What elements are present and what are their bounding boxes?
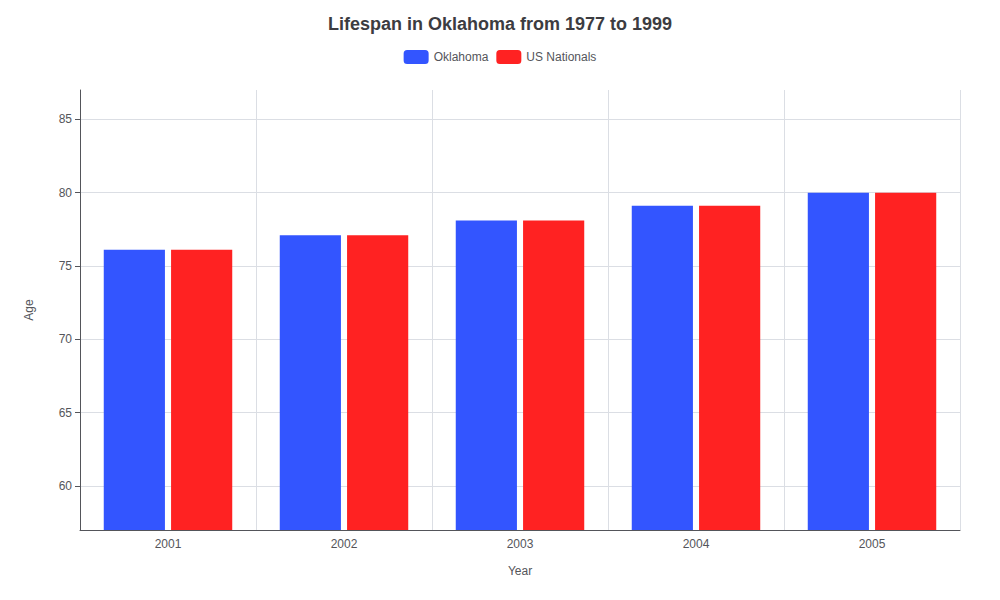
svg-text:85: 85 — [59, 112, 73, 126]
svg-text:2004: 2004 — [683, 537, 710, 551]
svg-text:60: 60 — [59, 479, 73, 493]
svg-text:Age: Age — [22, 299, 36, 321]
svg-text:80: 80 — [59, 186, 73, 200]
svg-text:Year: Year — [508, 564, 532, 578]
svg-text:2002: 2002 — [331, 537, 358, 551]
svg-text:2005: 2005 — [859, 537, 886, 551]
svg-text:Oklahoma: Oklahoma — [434, 50, 489, 64]
svg-text:2001: 2001 — [155, 537, 182, 551]
svg-text:2003: 2003 — [507, 537, 534, 551]
svg-text:65: 65 — [59, 406, 73, 420]
svg-text:75: 75 — [59, 259, 73, 273]
svg-text:Lifespan in Oklahoma from 1977: Lifespan in Oklahoma from 1977 to 1999 — [328, 14, 672, 34]
svg-text:70: 70 — [59, 332, 73, 346]
svg-text:US Nationals: US Nationals — [526, 50, 596, 64]
